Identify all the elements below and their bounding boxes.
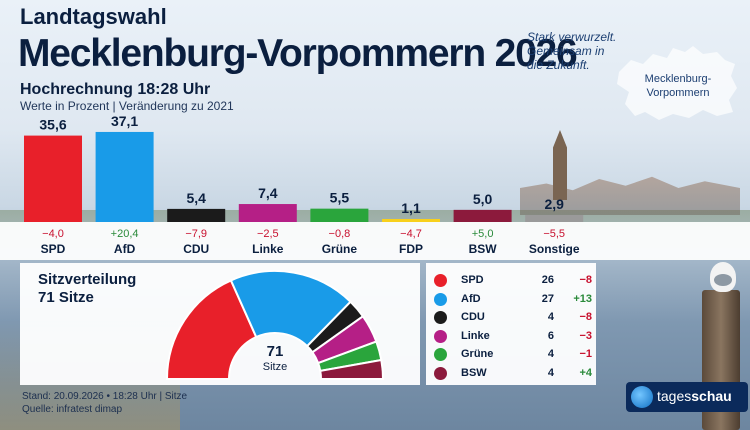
map-label: Mecklenburg- Vorpommern — [628, 72, 728, 100]
seat-total: 71 — [266, 343, 284, 360]
bar-category-label: Sonstige — [529, 242, 580, 256]
bar-change-label: −5,5 — [543, 228, 565, 240]
legend-row-grüne: Grüne 4 −1 — [434, 345, 592, 365]
bar-value-label: 35,6 — [39, 117, 66, 133]
church-tower — [553, 130, 567, 200]
seat-title-line-2: 71 Sitze — [38, 289, 94, 306]
seat-segment-bsw — [319, 358, 385, 380]
tagesschau-logo: tagesschau — [626, 382, 748, 412]
legend-row-cdu: CDU 4 −8 — [434, 308, 592, 328]
bar-category-label: AfD — [114, 242, 136, 256]
title-line-2: Mecklenburg-Vorpommern 2026 — [18, 32, 578, 75]
legend-dot — [434, 274, 447, 287]
legend-seats: 6 — [547, 329, 554, 342]
bar-grüne — [310, 208, 369, 222]
bar-category-label: Grüne — [322, 242, 358, 256]
legend-change: −8 — [579, 311, 592, 323]
bar-cdu — [167, 208, 226, 222]
seat-legend: SPD 26 −8 AfD 27 +13 CDU 4 −8 Linke 6 −3 Grüne 4 −1 BSW… — [426, 263, 596, 385]
logo-text: tagesschau — [657, 388, 732, 404]
footer: Stand: 20.09.2026 • 18:28 Uhr | Sitze Qu… — [22, 390, 187, 416]
legend-seats: 4 — [547, 348, 554, 360]
bar-change-label: −4,0 — [42, 228, 64, 240]
seat-title-line-1: Sitzverteilung — [38, 271, 137, 288]
seat-distribution-panel: Sitzverteilung 71 Sitze 71 Sitze — [20, 263, 420, 385]
legend-dot — [434, 329, 447, 343]
legend-dot — [434, 292, 447, 306]
logo-text-part-2: schau — [691, 388, 732, 404]
legend-party: AfD — [461, 292, 481, 305]
seat-title: Sitzverteilung 71 Sitze — [38, 271, 136, 307]
bar-category-label: FDP — [399, 242, 423, 256]
bar-value-label: 1,1 — [401, 200, 421, 216]
legend-row-afd: AfD 27 +13 — [434, 290, 592, 310]
legend-party: CDU — [461, 311, 485, 323]
bar-fdp — [382, 219, 440, 222]
bar-change-label: +5,0 — [472, 228, 494, 240]
slogan: Stark verwurzelt. Gemeinsam in die Zukun… — [527, 30, 627, 72]
bar-category-label: BSW — [469, 242, 498, 256]
legend-change: −8 — [579, 274, 592, 286]
bar-change-label: −4,7 — [400, 228, 422, 240]
legend-party: BSW — [461, 366, 487, 379]
legend-party: SPD — [461, 274, 484, 286]
bar-category-label: SPD — [41, 242, 66, 256]
footer-stand: Stand: 20.09.2026 • 18:28 Uhr | Sitze — [22, 391, 188, 402]
seat-unit: Sitze — [262, 361, 288, 373]
bar-change-label: −2,5 — [257, 228, 279, 240]
map-label-line-1: Mecklenburg- — [644, 73, 712, 85]
legend-row-bsw: BSW 4 +4 — [434, 364, 592, 384]
legend-change: +13 — [573, 292, 592, 305]
bar-value-label: 5,5 — [330, 190, 350, 206]
legend-seats: 26 — [541, 274, 554, 286]
bar-spd — [24, 135, 82, 222]
slogan-line-2: Gemeinsam in — [527, 44, 605, 58]
bar-afd — [95, 131, 154, 222]
legend-row-linke: Linke 6 −3 — [434, 327, 592, 347]
state-map-icon — [617, 46, 737, 120]
tagesschau-globe-icon — [631, 386, 653, 408]
footer-source: Quelle: infratest dimap — [22, 404, 123, 415]
legend-change: −1 — [579, 348, 592, 360]
bar-value-label: 7,4 — [258, 185, 278, 201]
logo-text-part-1: tages — [657, 388, 692, 404]
seat-segment-afd — [229, 270, 352, 348]
bar-value-label: 5,4 — [186, 190, 206, 206]
legend-change: −3 — [579, 329, 592, 342]
seat-arc-chart — [165, 270, 385, 380]
caption: Werte in Prozent | Veränderung zu 2021 — [20, 99, 234, 113]
legend-change: +4 — [579, 366, 592, 379]
bar-linke — [238, 204, 297, 222]
map-label-line-2: Vorpommern — [646, 87, 710, 99]
bar-value-label: 37,1 — [111, 113, 138, 129]
legend-seats: 4 — [547, 311, 554, 323]
result-bar-chart: 35,6 −4,0 SPD 37,1 +20,4 AfD 5,4 −7,9 CDU 7,4 −2,5… — [0, 113, 750, 260]
slogan-line-1: Stark verwurzelt. — [527, 30, 617, 44]
bar-label-strip — [0, 222, 750, 260]
seat-segment-spd — [165, 279, 258, 380]
bar-category-label: Linke — [252, 242, 284, 256]
bar-change-label: −7,9 — [185, 228, 207, 240]
slogan-line-3: die Zukunft. — [527, 58, 590, 72]
seagull — [710, 262, 736, 292]
bar-value-label: 5,0 — [473, 191, 493, 207]
bar-value-label: 2,9 — [544, 196, 564, 212]
legend-seats: 4 — [547, 366, 554, 379]
legend-dot — [434, 348, 447, 361]
subtitle: Hochrechnung 18:28 Uhr — [20, 81, 211, 98]
bar-change-label: −0,8 — [329, 228, 351, 240]
bar-bsw — [453, 209, 512, 222]
legend-dot — [434, 311, 447, 324]
legend-seats: 27 — [541, 292, 554, 305]
legend-party: Linke — [461, 329, 490, 342]
legend-row-spd: SPD 26 −8 — [434, 271, 592, 291]
bar-change-label: +20,4 — [111, 228, 139, 240]
title-line-1: Landtagswahl — [20, 4, 167, 29]
bar-category-label: CDU — [183, 242, 209, 256]
bar-sonstige — [525, 214, 584, 222]
legend-party: Grüne — [461, 348, 494, 360]
legend-dot — [434, 366, 447, 380]
